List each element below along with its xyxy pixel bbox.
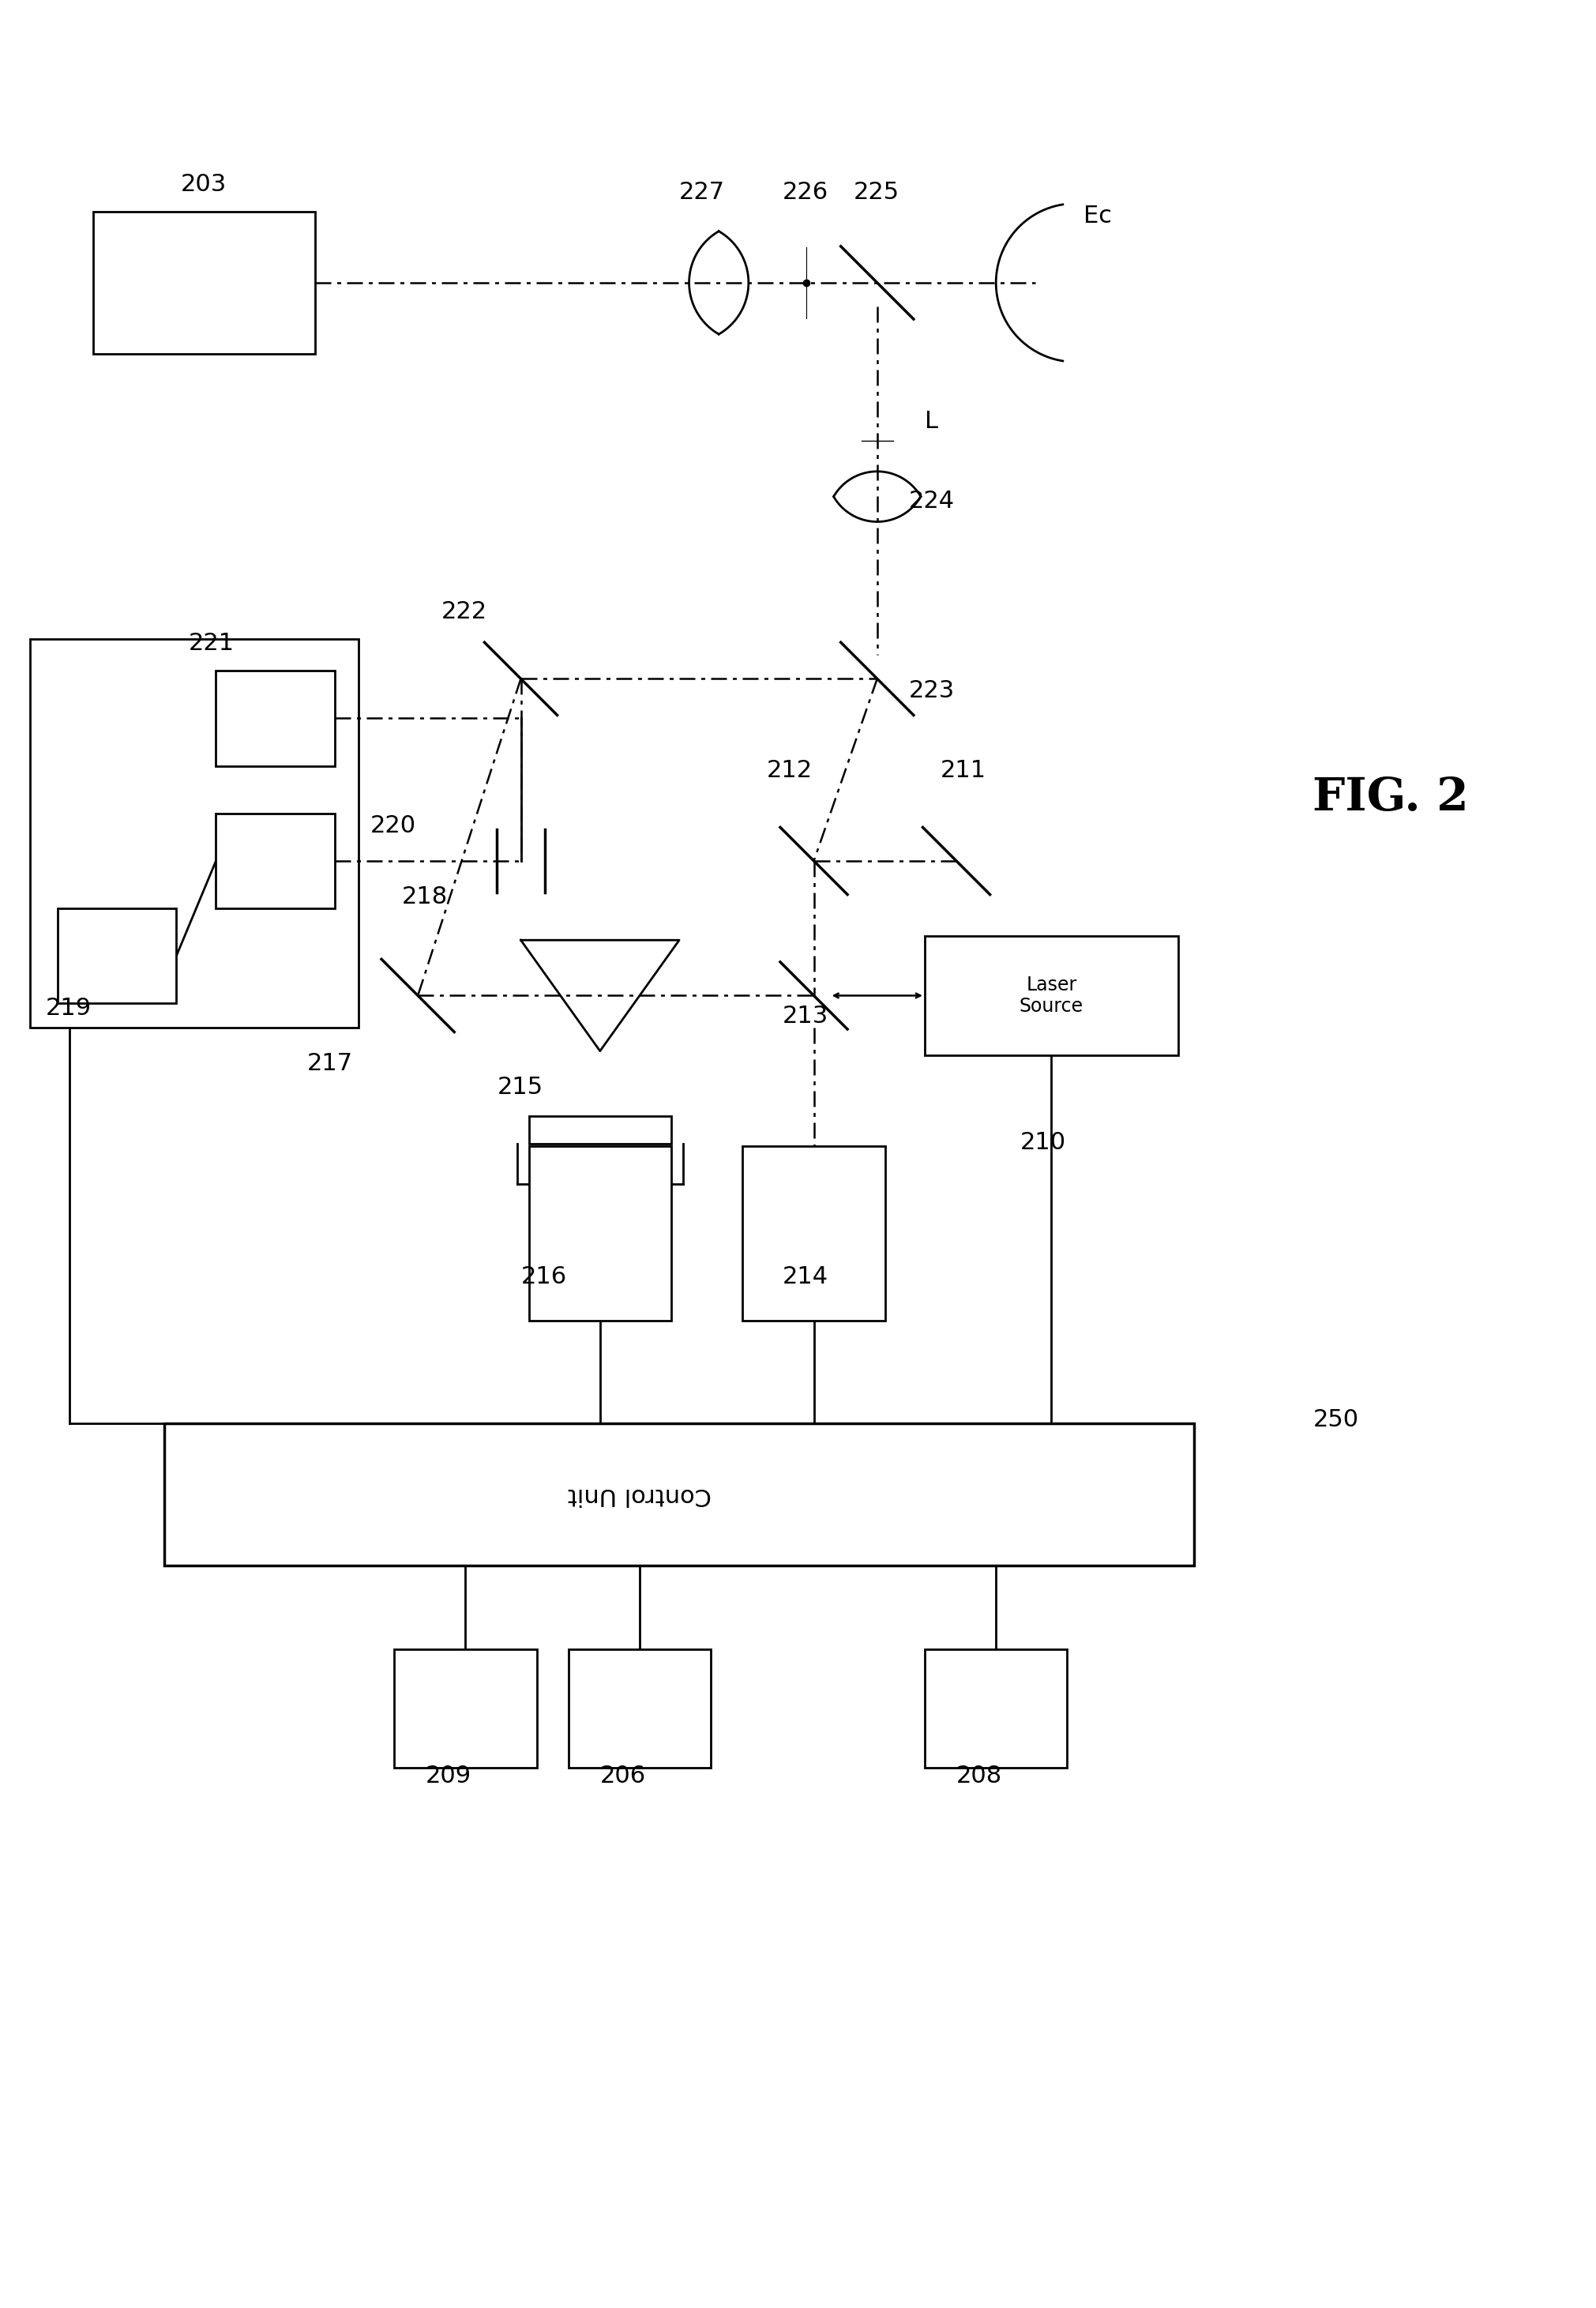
Text: 224: 224 bbox=[908, 489, 954, 512]
Bar bbox=[528, 1147, 672, 1320]
Text: 208: 208 bbox=[956, 1766, 1002, 1789]
Text: 217: 217 bbox=[306, 1052, 353, 1076]
Text: 225: 225 bbox=[854, 180, 899, 203]
Bar bbox=[215, 672, 335, 766]
Text: 220: 220 bbox=[370, 815, 417, 838]
Bar bbox=[924, 937, 1178, 1055]
Bar bbox=[528, 1117, 672, 1145]
Text: 209: 209 bbox=[426, 1766, 472, 1789]
Text: Laser
Source: Laser Source bbox=[1020, 974, 1084, 1016]
Text: 221: 221 bbox=[188, 632, 235, 655]
Bar bbox=[93, 212, 314, 353]
Text: 212: 212 bbox=[766, 759, 812, 782]
Text: 223: 223 bbox=[908, 679, 954, 702]
Text: 213: 213 bbox=[782, 1004, 828, 1027]
Text: 226: 226 bbox=[782, 180, 828, 203]
Bar bbox=[57, 909, 176, 1004]
Text: 215: 215 bbox=[496, 1076, 543, 1099]
Text: 227: 227 bbox=[680, 180, 725, 203]
Bar bbox=[394, 1648, 536, 1768]
Bar bbox=[742, 1147, 886, 1320]
Bar bbox=[164, 1424, 1194, 1565]
Bar bbox=[30, 639, 359, 1027]
Text: Ec: Ec bbox=[1084, 205, 1111, 226]
Text: 218: 218 bbox=[402, 886, 448, 909]
Text: 214: 214 bbox=[782, 1265, 828, 1288]
Text: L: L bbox=[924, 411, 938, 434]
Text: Control Unit: Control Unit bbox=[568, 1484, 712, 1507]
Text: FIG. 2: FIG. 2 bbox=[1314, 775, 1468, 819]
Text: 250: 250 bbox=[1314, 1408, 1358, 1431]
Text: 210: 210 bbox=[1020, 1131, 1066, 1154]
Text: 206: 206 bbox=[600, 1766, 646, 1789]
Bar bbox=[215, 812, 335, 909]
Text: 222: 222 bbox=[442, 600, 487, 623]
Bar bbox=[568, 1648, 710, 1768]
Text: 216: 216 bbox=[520, 1265, 567, 1288]
Text: 219: 219 bbox=[46, 997, 91, 1020]
Text: 203: 203 bbox=[180, 173, 227, 196]
Bar bbox=[924, 1648, 1068, 1768]
Text: 211: 211 bbox=[940, 759, 986, 782]
